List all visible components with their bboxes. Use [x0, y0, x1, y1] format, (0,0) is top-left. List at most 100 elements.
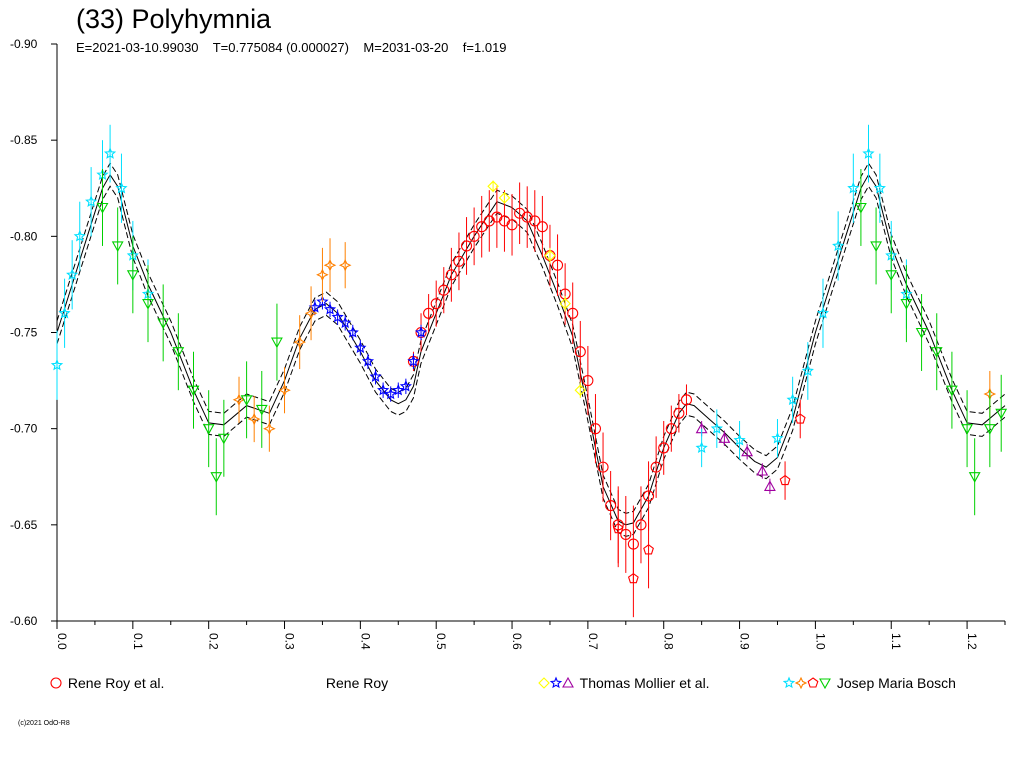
- data-point: [414, 326, 428, 338]
- data-point: [544, 249, 556, 262]
- data-point: [574, 346, 586, 358]
- data-point: [445, 269, 457, 281]
- data-point: [103, 147, 117, 159]
- data-point: [460, 240, 473, 252]
- x-tick-label: 0.5: [434, 633, 448, 650]
- data-point: [643, 544, 654, 555]
- legend-item-rene-roy: Rene Roy: [322, 675, 388, 691]
- data-point: [247, 412, 261, 426]
- data-point: [73, 229, 86, 242]
- data-point: [96, 202, 109, 214]
- data-point: [50, 358, 64, 371]
- x-tick-label: 0.1: [131, 633, 145, 650]
- data-point: [316, 295, 329, 307]
- data-point: [658, 442, 670, 454]
- legend-label: Rene Roy et al.: [67, 675, 165, 691]
- model-curve: [56, 173, 1006, 526]
- data-point: [801, 364, 814, 377]
- data-point: [873, 181, 886, 194]
- x-tick-label: 0.0: [55, 633, 69, 650]
- x-tick-label: 0.2: [207, 633, 221, 650]
- x-tick-label: 0.4: [358, 633, 372, 650]
- model-curve-lower: [56, 162, 1006, 514]
- legend-label: Josep Maria Bosch: [836, 675, 956, 691]
- data-point: [377, 383, 390, 396]
- data-point: [323, 258, 337, 272]
- data-point: [323, 302, 337, 315]
- data-point: [316, 268, 329, 282]
- y-tick-label: -0.70: [10, 422, 38, 436]
- data-point: [589, 423, 602, 435]
- data-point: [779, 474, 791, 486]
- data-point: [862, 147, 875, 159]
- data-point: [338, 316, 352, 329]
- data-point: [407, 355, 420, 367]
- y-tick-label: -0.85: [10, 133, 38, 147]
- data-point: [665, 423, 677, 435]
- data-point: [680, 394, 693, 406]
- data-point: [85, 195, 98, 207]
- x-tick-label: 0.8: [662, 633, 676, 650]
- data-point: [832, 239, 845, 252]
- data-point: [506, 219, 518, 231]
- series-star-00e0ff: [50, 124, 913, 468]
- data-point: [549, 676, 563, 688]
- data-point: [111, 241, 124, 253]
- data-point: [961, 424, 974, 435]
- data-point: [369, 370, 382, 382]
- data-point: [361, 355, 375, 367]
- legend-marker-group: [538, 676, 574, 689]
- data-point: [270, 337, 283, 349]
- data-point: [983, 424, 996, 435]
- data-point: [346, 326, 359, 338]
- data-point: [620, 528, 632, 541]
- data-point: [782, 676, 796, 688]
- data-point: [643, 490, 655, 502]
- data-point: [597, 461, 609, 473]
- data-point: [567, 307, 579, 319]
- data-point: [562, 676, 574, 688]
- data-point: [627, 573, 639, 584]
- y-tick-label: -0.60: [10, 614, 38, 628]
- data-point: [278, 383, 291, 397]
- legend-item-josep-maria-bosch: Josep Maria Bosch: [782, 675, 956, 693]
- y-tick-label: -0.80: [10, 229, 38, 243]
- data-point: [756, 464, 769, 476]
- legend-symbols: [782, 676, 833, 693]
- copyright-notice: (c)2021 OdO-R8: [18, 720, 70, 727]
- x-tick-label: 0.9: [738, 633, 752, 650]
- data-point: [338, 258, 352, 272]
- data-point: [66, 268, 79, 280]
- data-point: [115, 181, 128, 194]
- data-point: [58, 306, 71, 319]
- data-point: [430, 298, 442, 310]
- data-point: [771, 431, 784, 444]
- data-point: [498, 192, 511, 204]
- data-point: [885, 270, 898, 281]
- data-point: [423, 307, 435, 319]
- data-point: [384, 387, 397, 400]
- data-point: [476, 221, 488, 233]
- series-diamond-ffff00: [487, 180, 587, 398]
- data-point: [786, 393, 799, 406]
- x-tick-label: 1.0: [813, 633, 827, 650]
- data-point: [202, 424, 215, 435]
- model-curve-upper: [56, 185, 1006, 537]
- chart-subtitle: E=2021-03-10.99030 T=0.775084 (0.000027)…: [76, 40, 507, 55]
- data-point: [930, 347, 943, 358]
- data-point: [50, 677, 62, 689]
- data-point: [217, 433, 230, 445]
- data-point: [263, 422, 276, 436]
- data-point: [900, 299, 913, 310]
- legend-item-rene-roy-et-al: Rene Roy et al.: [50, 675, 164, 693]
- data-point: [995, 408, 1008, 420]
- legend-marker-group: [782, 676, 831, 690]
- data-point: [210, 472, 223, 483]
- data-point: [635, 519, 647, 531]
- data-point: [392, 383, 405, 396]
- data-point: [945, 385, 958, 397]
- data-point: [232, 393, 246, 407]
- data-point: [468, 230, 480, 242]
- data-point: [438, 284, 450, 296]
